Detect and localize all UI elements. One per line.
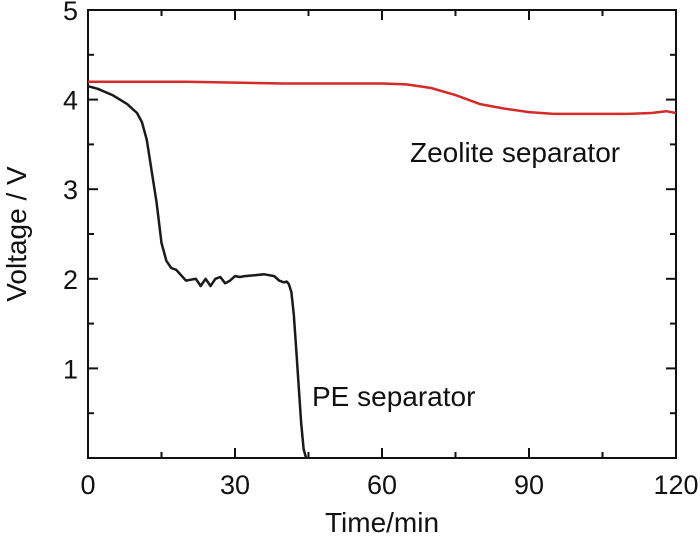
y-axis-title: Voltage / V — [1, 166, 32, 302]
y-tick-label: 1 — [63, 354, 78, 384]
x-tick-label: 60 — [367, 470, 397, 500]
x-tick-label: 120 — [653, 470, 698, 500]
axis-ticks — [87, 9, 677, 458]
series-line-zeolite — [88, 80, 677, 116]
x-tick-label: 90 — [514, 470, 544, 500]
y-tick-label: 3 — [63, 175, 78, 205]
y-tick-label: 4 — [63, 86, 78, 116]
series-line-pe — [87, 84, 308, 459]
x-axis-title: Time/min — [325, 507, 439, 538]
series-lines — [87, 80, 677, 459]
axis-tick-labels: 0 30 60 90 120 1 2 3 4 5 — [63, 0, 699, 500]
y-tick-label: 2 — [63, 265, 78, 295]
y-tick-label: 5 — [63, 0, 78, 26]
series-label-zeolite: Zeolite separator — [410, 137, 620, 168]
series-label-pe: PE separator — [312, 381, 475, 412]
x-tick-label: 30 — [220, 470, 250, 500]
x-tick-label: 0 — [80, 470, 95, 500]
